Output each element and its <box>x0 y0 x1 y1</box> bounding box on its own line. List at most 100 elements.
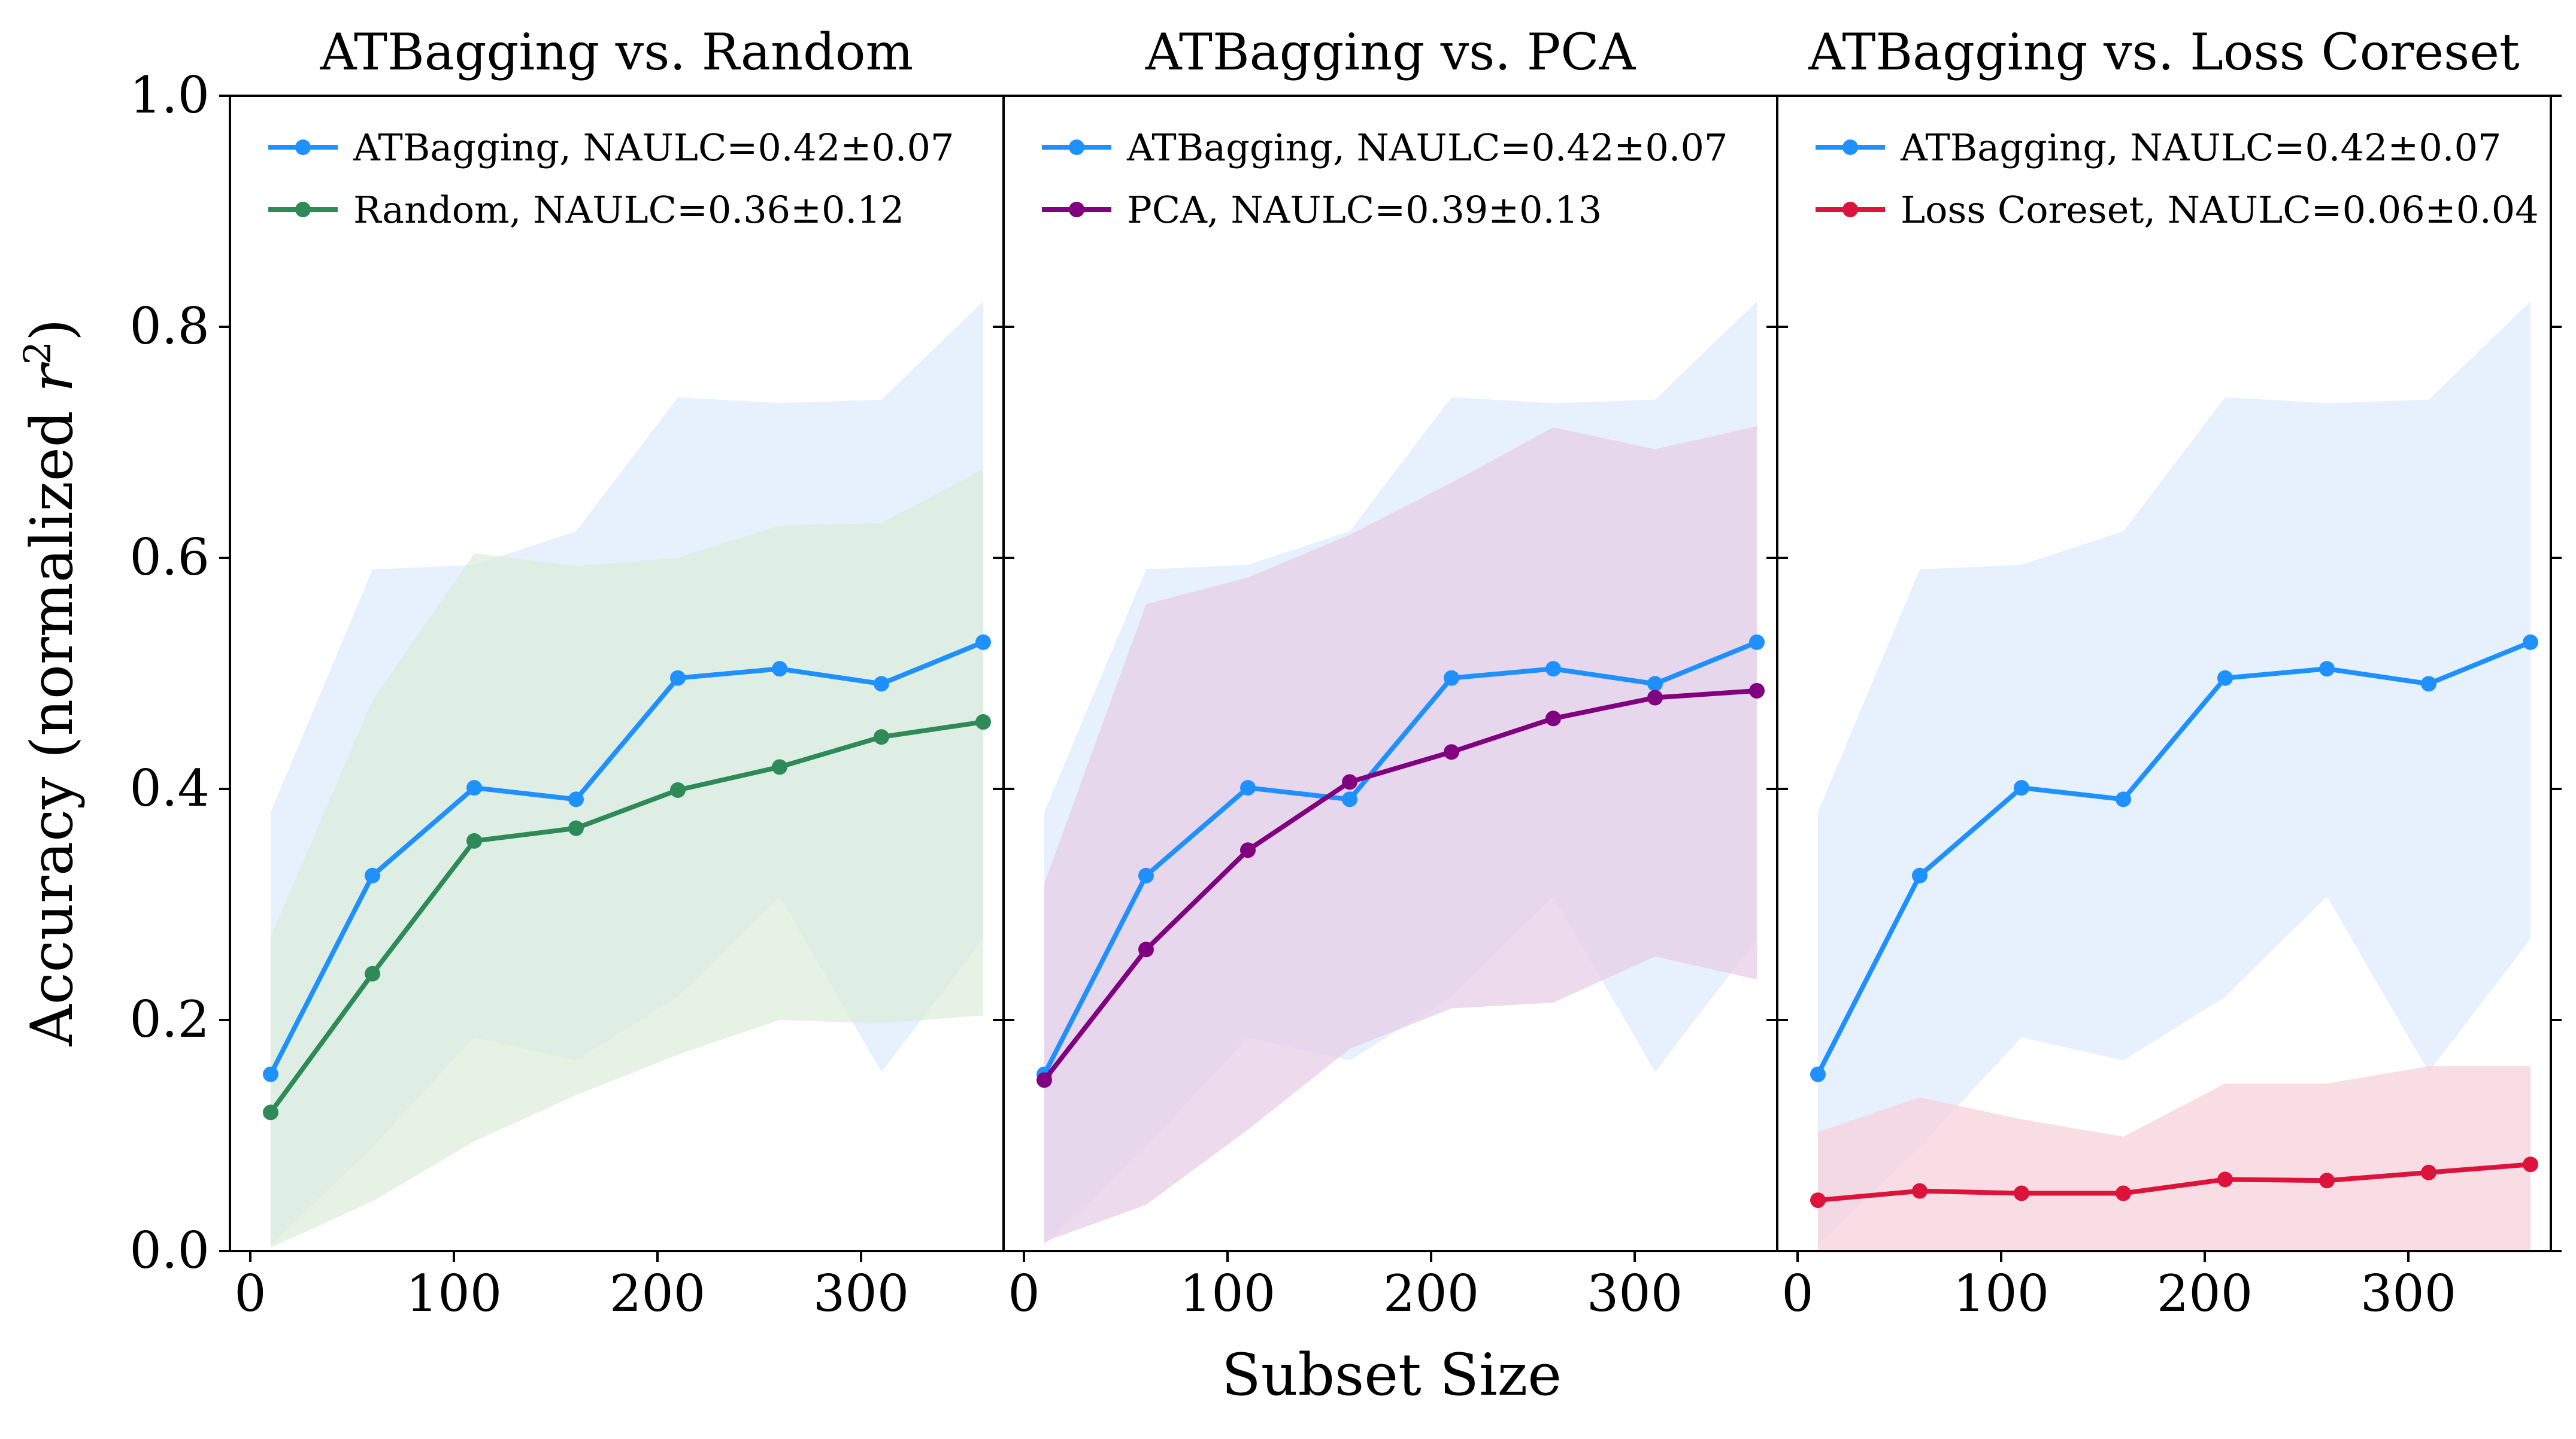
data-point <box>1444 744 1459 760</box>
data-point <box>568 820 584 836</box>
data-point <box>1810 1192 1826 1209</box>
data-point <box>874 676 889 692</box>
legend-marker-1 <box>1842 202 1858 217</box>
legend-label-0: ATBagging, NAULC=0.42±0.07 <box>353 126 954 169</box>
y-axis-label-main: Accuracy (normalized <box>19 392 86 1046</box>
data-point <box>670 670 686 686</box>
panel-atbagging-vs-loss-coreset: 0 100 200 300 ATBagging, NAULC=0.42±0.07 Loss… <box>1766 23 2562 1323</box>
data-point <box>1912 1183 1928 1199</box>
data-point <box>1647 676 1663 692</box>
data-point <box>772 759 787 775</box>
legend-label-0: ATBagging, NAULC=0.42±0.07 <box>1900 126 2501 169</box>
data-point <box>2014 1185 2029 1201</box>
data-point <box>263 1104 278 1121</box>
legend-marker-1 <box>295 202 311 217</box>
data-point <box>365 867 380 884</box>
data-point <box>466 780 482 796</box>
x-tick-label: 200 <box>2157 1264 2253 1323</box>
series-line-1 <box>1817 1162 2531 1203</box>
data-point <box>2319 1173 2335 1189</box>
y-tick-label: 1.0 <box>129 66 210 125</box>
legend-marker-0 <box>1842 139 1858 155</box>
y-axis-label-var: r <box>19 362 86 392</box>
x-tick-label: 200 <box>1383 1264 1479 1323</box>
data-point <box>365 966 380 982</box>
legend-marker-0 <box>295 139 311 155</box>
x-tick-label: 0 <box>1781 1264 1813 1323</box>
legend-label-1: PCA, NAULC=0.39±0.13 <box>1127 188 1602 232</box>
data-point <box>1545 711 1561 727</box>
y-tick-label: 0.0 <box>129 1221 210 1280</box>
confidence-band-0 <box>1818 301 2530 1246</box>
data-point <box>466 833 482 849</box>
data-point <box>2523 1156 2538 1173</box>
series-line-0 <box>268 640 984 1076</box>
x-tick-label: 300 <box>813 1264 909 1323</box>
data-point <box>2421 676 2436 692</box>
data-point <box>1749 634 1765 650</box>
legend-marker-1 <box>1069 202 1084 217</box>
data-point <box>263 1066 278 1082</box>
y-tick-label: 0.4 <box>129 759 210 818</box>
data-point <box>1912 867 1928 884</box>
data-point <box>1138 867 1154 884</box>
panel-atbagging-vs-random: 0.0 0.2 0.4 0.6 0.8 1.0 0 100 200 300 ATBagging, N… <box>129 23 1014 1323</box>
axes-frame <box>1776 95 2552 1252</box>
panel-title: ATBagging vs. PCA <box>1145 23 1636 81</box>
y-axis-label-close: ) <box>19 318 86 341</box>
confidence-band-1 <box>271 469 983 1248</box>
data-point <box>1749 682 1765 699</box>
legend-label-0: ATBagging, NAULC=0.42±0.07 <box>1126 126 1728 169</box>
y-axis-label-sup: 2 <box>16 341 59 365</box>
series-line-1 <box>1042 688 1757 1082</box>
series-line-0 <box>1816 640 2532 1076</box>
confidence-band-1 <box>1044 426 1757 1242</box>
data-point <box>2217 670 2233 686</box>
data-point <box>1240 780 1256 796</box>
data-point <box>1240 842 1256 858</box>
data-point <box>975 634 991 650</box>
legend-label-1: Loss Coreset, NAULC=0.06±0.04 <box>1901 188 2539 232</box>
x-tick-label: 0 <box>1008 1264 1040 1323</box>
data-point <box>2014 780 2029 796</box>
x-tick-label: 300 <box>2360 1264 2456 1323</box>
data-point <box>1647 690 1663 706</box>
data-point <box>2319 661 2335 677</box>
confidence-band-1 <box>1818 1066 2530 1251</box>
data-point <box>1138 942 1154 958</box>
legend-label-1: Random, NAULC=0.36±0.12 <box>353 188 904 232</box>
x-tick-label: 100 <box>1180 1264 1275 1323</box>
data-point <box>874 729 889 745</box>
x-tick-label: 100 <box>1953 1264 2049 1323</box>
data-point <box>2116 791 2131 807</box>
data-point <box>1545 661 1561 677</box>
data-point <box>1342 774 1357 790</box>
x-axis-label: Subset Size <box>1222 1341 1562 1408</box>
x-tick-label: 100 <box>406 1264 502 1323</box>
data-point <box>1444 670 1459 686</box>
series-line-0 <box>1042 640 1758 1076</box>
data-point <box>1037 1072 1052 1088</box>
data-point <box>2421 1164 2436 1180</box>
data-point <box>2523 634 2538 650</box>
y-axis-label: Accuracy (normalized r2) <box>16 318 86 1046</box>
panel-atbagging-vs-pca: 0 100 200 300 ATBagging, NAULC=0.42±0.07 PCA,… <box>993 23 1788 1323</box>
data-point <box>975 714 991 730</box>
y-tick-label: 0.2 <box>129 990 210 1049</box>
data-point <box>772 661 787 677</box>
series-line-1 <box>268 720 984 1114</box>
x-tick-label: 300 <box>1587 1264 1683 1323</box>
data-point <box>1810 1066 1826 1082</box>
panel-title: ATBagging vs. Random <box>320 23 913 81</box>
y-tick-label: 0.6 <box>129 528 210 587</box>
data-point <box>1342 791 1357 807</box>
legend-marker-0 <box>1069 139 1084 155</box>
data-point <box>568 791 584 807</box>
data-point <box>670 782 686 798</box>
data-point <box>2217 1171 2233 1188</box>
y-tick-label: 0.8 <box>129 297 210 356</box>
panel-title: ATBagging vs. Loss Coreset <box>1808 23 2520 81</box>
data-point <box>2116 1185 2131 1201</box>
x-tick-label: 0 <box>234 1264 266 1323</box>
